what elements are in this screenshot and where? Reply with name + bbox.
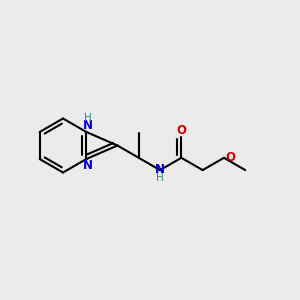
Text: O: O	[176, 124, 186, 137]
Text: H: H	[84, 112, 92, 123]
Text: N: N	[83, 119, 93, 132]
Text: O: O	[226, 151, 236, 164]
Text: N: N	[155, 163, 165, 176]
Text: H: H	[156, 172, 164, 183]
Text: N: N	[83, 159, 93, 172]
